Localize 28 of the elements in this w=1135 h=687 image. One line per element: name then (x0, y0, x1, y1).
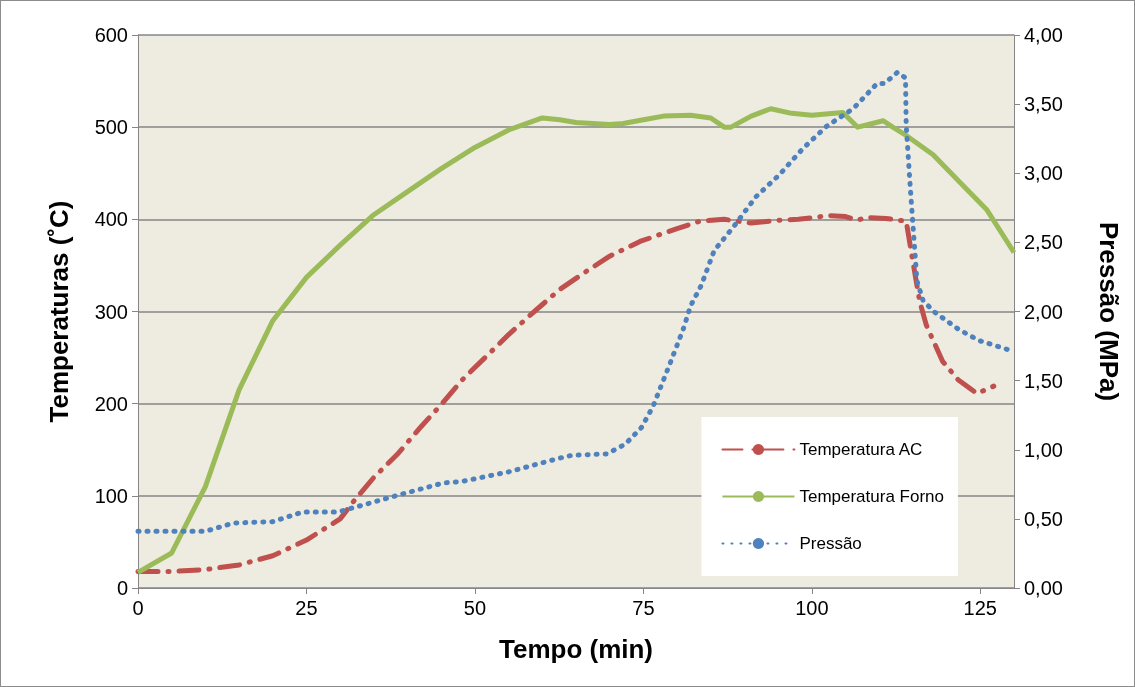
y-tick-label: 600 (94, 24, 128, 46)
x-tick-label: 100 (795, 597, 829, 619)
x-tick-label: 25 (295, 597, 318, 619)
y2-tick-label: 2,00 (1024, 300, 1063, 323)
y2-tick-label: 0,50 (1024, 507, 1063, 530)
x-tick-label: 125 (963, 597, 997, 619)
legend-label: Temperatura Forno (799, 487, 945, 506)
x-tick-label: 75 (632, 597, 655, 619)
y2-axis-title: Pressão (MPa) (1094, 221, 1124, 402)
y-tick-label: 400 (94, 208, 128, 231)
y-tick-label: 100 (94, 484, 128, 507)
x-axis-title: Tempo (min) (498, 634, 654, 664)
y-tick-label: 0 (116, 577, 128, 599)
x-tick-label: 0 (132, 597, 144, 619)
y-tick-label: 200 (94, 392, 128, 415)
y2-tick-label: 2,50 (1024, 231, 1063, 254)
y-tick-label: 500 (94, 116, 128, 139)
y-axis-title: Temperaturas (˚C) (44, 200, 74, 423)
y-tick-label: 300 (94, 300, 128, 323)
y2-tick-label: 1,50 (1024, 369, 1063, 392)
y2-tick-label: 3,00 (1024, 162, 1063, 185)
y2-tick-label: 0,00 (1024, 577, 1063, 599)
y2-tick-label: 3,50 (1024, 93, 1063, 116)
x-tick-label: 50 (463, 597, 487, 619)
legend-label: Pressão (799, 534, 862, 553)
y2-tick-label: 1,00 (1024, 438, 1063, 461)
y2-tick-label: 4,00 (1024, 24, 1063, 46)
legend-label: Temperatura AC (799, 440, 923, 459)
